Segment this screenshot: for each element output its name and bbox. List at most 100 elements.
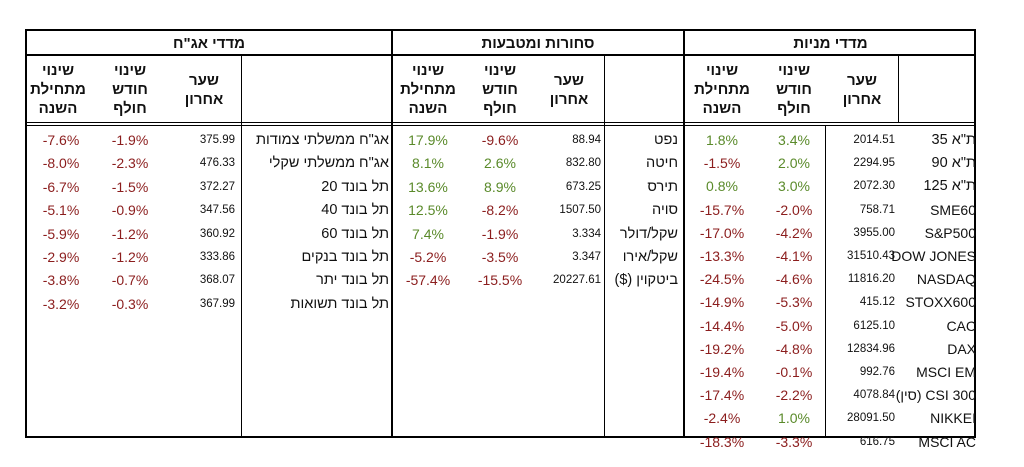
stocks-ytd-cell: -19.2% xyxy=(699,340,745,357)
bonds-last-cell: 476.33 xyxy=(199,157,235,170)
stocks-ytd-cell: 0.8% xyxy=(706,178,738,195)
commodities-last-cell: 88.94 xyxy=(572,134,601,146)
header-underline xyxy=(27,122,974,123)
stocks-month-cell: -5.0% xyxy=(775,317,813,334)
commodities-header-last: שער אחרון xyxy=(549,72,589,108)
stocks-last-cell: 2014.51 xyxy=(853,134,895,146)
stocks-ytd-cell: -17.4% xyxy=(699,387,745,404)
commodities-ytd-cell: -57.4% xyxy=(405,272,451,289)
commodities-section-title: סחורות ומטבעות xyxy=(481,35,595,52)
commodities-month-cell: 8.9% xyxy=(484,178,516,195)
stocks-ytd-cell: -24.5% xyxy=(699,271,745,288)
stocks-name-cell: MSCI AC xyxy=(918,433,976,450)
bonds-ytd-cell: -2.9% xyxy=(42,249,80,265)
stocks-month-cell: -5.3% xyxy=(775,294,813,311)
bonds-name-cell: תל בונד יתר xyxy=(316,272,389,289)
bonds-last-cell: 347.56 xyxy=(199,204,235,217)
stocks-name-cell: NIKKEI xyxy=(930,410,976,427)
stocks-ytd-cell: -1.5% xyxy=(703,155,741,172)
commodities-last-cell: 20227.61 xyxy=(553,274,601,287)
stocks-last-cell: 28091.50 xyxy=(847,412,895,425)
stocks-month-cell: 1.0% xyxy=(778,410,810,427)
commodities-name-cell: נפט xyxy=(654,132,678,148)
commodities-last-cell: 832.80 xyxy=(565,157,601,170)
bonds-month-cell: -0.3% xyxy=(111,295,149,312)
commodities-month-cell: 2.6% xyxy=(484,155,516,172)
bonds-ytd-cell: -6.7% xyxy=(42,178,80,195)
stocks-header-last: שער אחרון xyxy=(842,72,882,108)
stocks-last-cell: 3955.00 xyxy=(853,226,895,239)
commodities-last-cell: 1507.50 xyxy=(559,204,601,217)
commodities-name-separator xyxy=(604,54,605,436)
stocks-last-cell: 11816.20 xyxy=(847,273,895,286)
commodities-ytd-cell: 7.4% xyxy=(412,225,444,242)
stocks-ytd-cell: -14.9% xyxy=(699,294,745,311)
stocks-name-cell: S&P500 xyxy=(924,224,976,241)
bonds-name-cell: תל בונד 60 xyxy=(321,225,389,242)
market-summary-table: מדדי אג"ח סחורות ומטבעות מדדי מניות שינו… xyxy=(25,29,976,450)
bonds-last-cell: 375.99 xyxy=(199,134,235,146)
stocks-month-cell: -4.1% xyxy=(775,248,813,264)
commodities-month-cell: -9.6% xyxy=(481,132,519,148)
bonds-month-cell: -2.3% xyxy=(111,155,149,172)
stocks-name-cell: SME60 xyxy=(930,201,976,218)
stocks-last-cell: 31510.43 xyxy=(847,250,895,262)
stocks-month-cell: -4.8% xyxy=(775,340,813,357)
stocks-last-cell: 12834.96 xyxy=(847,342,895,355)
bonds-ytd-cell: -5.1% xyxy=(42,202,80,219)
bonds-month-cell: -1.2% xyxy=(111,249,149,265)
bonds-name-cell: אג"ח ממשלתי שקלי xyxy=(268,155,389,172)
bonds-name-cell: תל בונד בנקים xyxy=(301,249,389,265)
stocks-name-cell: DAX xyxy=(947,340,976,357)
commodities-header-ytd: שינוי מתחילת השנה xyxy=(400,62,456,117)
bonds-section-title: מדדי אג"ח xyxy=(172,35,246,52)
header-underline-2 xyxy=(27,125,974,126)
stocks-name-cell: MSCI EM xyxy=(916,364,976,380)
stocks-name-cell: ת"א 90 xyxy=(931,155,976,172)
commodities-name-cell: שקל/אירו xyxy=(622,249,678,265)
stocks-month-cell: -3.3% xyxy=(775,433,813,450)
stocks-number-separator xyxy=(825,125,826,436)
bonds-last-cell: 368.07 xyxy=(199,274,235,287)
commodities-month-cell: -1.9% xyxy=(481,225,519,242)
bonds-last-cell: 333.86 xyxy=(199,251,235,263)
commodities-month-cell: -3.5% xyxy=(481,249,519,265)
commodities-name-cell: ביטקוין ($) xyxy=(614,272,678,289)
commodities-last-cell: 3.347 xyxy=(572,251,601,263)
commodities-month-cell: -8.2% xyxy=(481,202,519,219)
stocks-ytd-cell: -19.4% xyxy=(699,364,745,380)
stocks-section-title: מדדי מניות xyxy=(793,35,868,52)
stocks-month-cell: 3.4% xyxy=(778,132,810,148)
stocks-month-cell: -4.6% xyxy=(775,271,813,288)
commodities-header-month: שינוי חודש חולף xyxy=(482,62,518,117)
bonds-name-separator xyxy=(241,54,242,436)
commodities-last-cell: 3.334 xyxy=(572,227,601,240)
stocks-header-month: שינוי חודש חולף xyxy=(776,62,812,117)
stocks-name-cell: CSI 300 (סין) xyxy=(895,387,976,404)
commodities-last-cell: 673.25 xyxy=(565,180,601,193)
title-underline xyxy=(27,54,974,56)
stocks-ytd-cell: 1.8% xyxy=(706,132,738,148)
stocks-month-cell: 2.0% xyxy=(778,155,810,172)
stocks-name-cell: CAC xyxy=(946,317,976,334)
stocks-ytd-cell: -17.0% xyxy=(699,224,745,241)
commodities-name-cell: תירס xyxy=(647,178,678,195)
bonds-ytd-cell: -8.0% xyxy=(42,155,80,172)
commodities-ytd-cell: 13.6% xyxy=(408,178,448,195)
commodities-ytd-cell: -5.2% xyxy=(409,249,447,265)
bonds-month-cell: -1.2% xyxy=(111,225,149,242)
commodities-name-cell: שקל/דולר xyxy=(619,225,678,242)
bonds-name-cell: אג"ח ממשלתי צמודות xyxy=(256,132,389,148)
stocks-header-ytd: שינוי מתחילת השנה xyxy=(694,62,750,117)
stocks-last-cell: 616.75 xyxy=(859,435,895,448)
bonds-ytd-cell: -3.2% xyxy=(42,295,80,312)
bonds-name-cell: תל בונד תשואות xyxy=(290,295,389,312)
stocks-ytd-cell: -13.3% xyxy=(699,248,745,264)
bonds-ytd-cell: -3.8% xyxy=(42,272,80,289)
stocks-ytd-cell: -2.4% xyxy=(703,410,741,427)
commodities-name-cell: סויה xyxy=(652,202,678,219)
stocks-name-separator xyxy=(898,54,899,123)
bonds-header-last: שער אחרון xyxy=(184,72,224,108)
commodities-month-cell: -15.5% xyxy=(477,272,523,289)
bonds-name-cell: תל בונד 40 xyxy=(321,202,389,219)
